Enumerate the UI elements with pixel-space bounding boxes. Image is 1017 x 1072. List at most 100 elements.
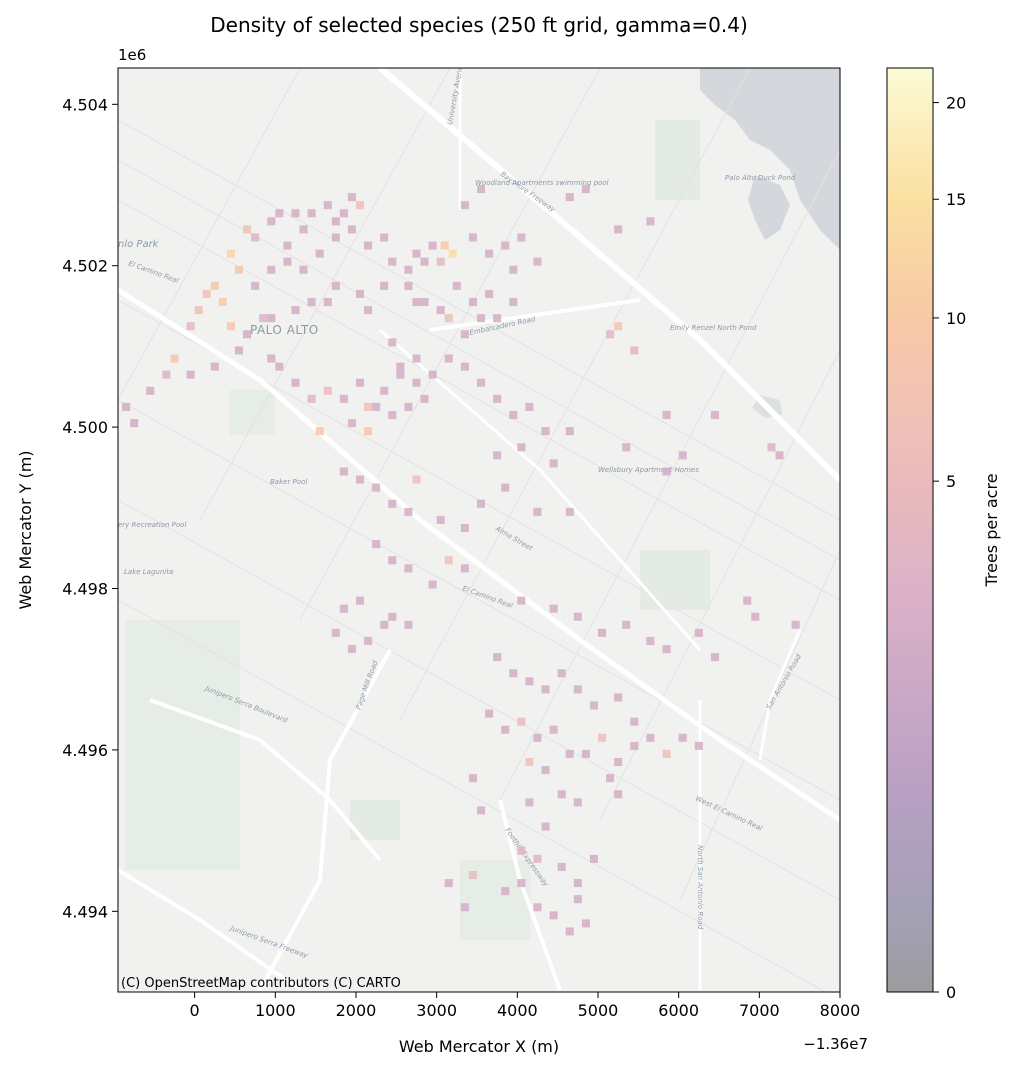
heatmap-cell xyxy=(420,394,429,403)
heatmap-cell xyxy=(388,499,397,508)
heatmap-cell xyxy=(557,862,566,871)
heatmap-cell xyxy=(412,354,421,363)
heatmap-cell xyxy=(355,289,365,298)
y-offset-label: 1e6 xyxy=(118,46,146,64)
heatmap-cell xyxy=(364,306,373,315)
heatmap-cell xyxy=(251,233,260,242)
heatmap-cell xyxy=(549,604,558,613)
heatmap-cell xyxy=(347,225,356,234)
heatmap-cell xyxy=(372,540,381,549)
heatmap-cell xyxy=(243,330,252,339)
heatmap-cell xyxy=(267,265,276,274)
heatmap-cell xyxy=(501,241,510,250)
x-axis: 0 1000 2000 3000 4000 5000 6000 7000 8000 xyxy=(190,992,860,1020)
heatmap-cell xyxy=(380,281,389,290)
heatmap-cell xyxy=(541,766,550,775)
heatmap-cell xyxy=(694,741,703,750)
heatmap-cell xyxy=(202,289,211,298)
y-tick-label: 4.498 xyxy=(62,580,108,599)
heatmap-cell xyxy=(323,201,332,210)
y-tick-label: 4.502 xyxy=(62,257,108,276)
heatmap-cell xyxy=(581,749,590,758)
y-tick-label: 4.496 xyxy=(62,741,108,760)
map-label: Emily Renzel North Pond xyxy=(670,324,757,332)
heatmap-cell xyxy=(751,612,760,621)
heatmap-cell xyxy=(501,483,510,492)
heatmap-cell xyxy=(396,370,405,379)
heatmap-cell xyxy=(299,265,308,274)
heatmap-cell xyxy=(428,241,437,250)
heatmap-cell xyxy=(565,927,574,936)
heatmap-cell xyxy=(388,338,397,347)
colorbar-tick-label: 0 xyxy=(946,983,956,1002)
heatmap-cell xyxy=(162,370,171,379)
heatmap-cell xyxy=(323,386,332,395)
heatmap-cell xyxy=(355,378,365,387)
heatmap-cell xyxy=(525,677,534,686)
heatmap-cell xyxy=(331,233,340,242)
chart-title: Density of selected species (250 ft grid… xyxy=(210,13,748,37)
heatmap-cell xyxy=(170,354,179,363)
bay-water xyxy=(700,68,840,250)
map-label: PALO ALTO xyxy=(250,323,319,337)
heatmap-cell xyxy=(283,241,292,250)
plot-area: PALO ALTO nlo Park El Camino Real Baysho… xyxy=(118,60,840,992)
heatmap-cell xyxy=(279,60,287,68)
colorbar-tick-label: 5 xyxy=(946,472,956,491)
heatmap-cell xyxy=(493,653,502,662)
heatmap-cell xyxy=(428,580,437,589)
heatmap-cell xyxy=(315,249,324,258)
heatmap-cell xyxy=(493,394,502,403)
heatmap-cell xyxy=(218,297,227,307)
colorbar-tick-label: 10 xyxy=(946,309,966,328)
heatmap-cell xyxy=(549,459,558,468)
colorbar-tick-label: 20 xyxy=(946,94,966,113)
heatmap-cell xyxy=(267,314,276,323)
heatmap-cell xyxy=(581,185,590,194)
heatmap-cell xyxy=(509,410,518,420)
x-tick-label: 5000 xyxy=(578,1001,619,1020)
heatmap-cell xyxy=(549,725,558,734)
heatmap-cell xyxy=(517,717,526,726)
heatmap-cell xyxy=(710,653,719,662)
heatmap-cell xyxy=(130,419,139,428)
heatmap-cell xyxy=(404,507,413,516)
basemap: PALO ALTO nlo Park El Camino Real Baysho… xyxy=(118,68,840,992)
colorbar-ticks: 0 5 10 15 20 xyxy=(933,94,966,1002)
heatmap-cell xyxy=(460,564,469,573)
heatmap-cell xyxy=(259,314,268,323)
heatmap-cell xyxy=(767,443,776,452)
heatmap-cell xyxy=(347,419,356,428)
heatmap-cell xyxy=(517,846,526,855)
heatmap-cell xyxy=(476,314,486,323)
heatmap-cell xyxy=(460,362,469,371)
heatmap-cell xyxy=(622,620,631,629)
attribution-text: (C) OpenStreetMap contributors (C) CARTO xyxy=(121,976,401,991)
heatmap-cell xyxy=(775,451,784,460)
heatmap-cell xyxy=(396,362,405,371)
heatmap-cell xyxy=(299,225,308,234)
heatmap-cell xyxy=(331,217,340,226)
heatmap-cell xyxy=(347,193,356,202)
heatmap-cell xyxy=(404,564,413,573)
heatmap-cell xyxy=(533,733,542,742)
plot-frame xyxy=(117,67,841,993)
heatmap-cell xyxy=(412,249,421,258)
heatmap-cell xyxy=(444,354,453,363)
heatmap-cell xyxy=(444,879,453,888)
heatmap-cell xyxy=(364,402,373,411)
heatmap-cell xyxy=(476,499,486,508)
heatmap-cell xyxy=(323,297,332,307)
heatmap-cell xyxy=(404,281,413,290)
heatmap-cell xyxy=(662,467,671,476)
heatmap-cell xyxy=(226,322,235,331)
heatmap-cell xyxy=(122,402,131,411)
heatmap-cell xyxy=(678,733,687,742)
x-offset-label: −1.36e7 xyxy=(803,1035,868,1053)
heatmap-cell xyxy=(468,297,477,307)
heatmap-cell xyxy=(380,233,389,242)
heatmap-cell xyxy=(355,596,365,605)
heatmap-cell xyxy=(364,636,373,645)
heatmap-cell xyxy=(662,749,671,758)
heatmap-cell xyxy=(267,217,276,226)
